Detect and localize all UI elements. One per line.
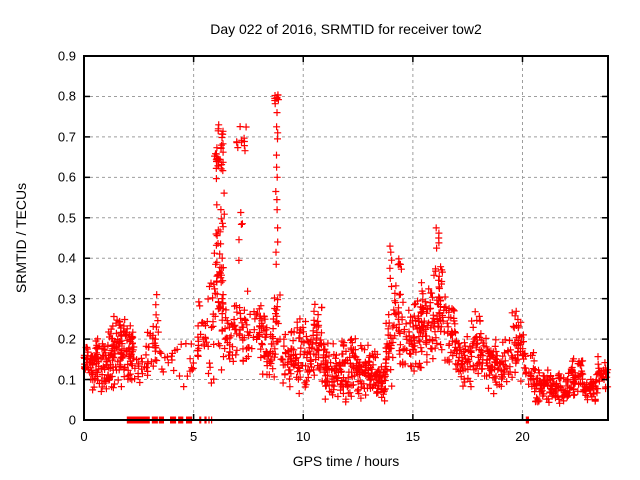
y-tick-label: 0.2: [57, 331, 76, 347]
y-tick-label: 0.9: [57, 48, 76, 64]
y-tick-label: 0: [68, 412, 76, 428]
y-tick-label: 0.8: [57, 88, 76, 104]
x-tick-label: 0: [80, 429, 88, 444]
y-tick-label: 0.7: [57, 129, 76, 145]
x-tick-label: 10: [296, 429, 311, 444]
x-tick-label: 15: [405, 429, 421, 444]
y-tick-label: 0.3: [57, 291, 76, 307]
x-axis-label: GPS time / hours: [292, 453, 400, 469]
y-tick-label: 0.4: [57, 250, 76, 266]
x-tick-label: 20: [515, 429, 530, 444]
y-tick-label: 0.5: [57, 210, 76, 226]
x-tick-label: 5: [189, 429, 198, 444]
chart-title: Day 022 of 2016, SRMTID for receiver tow…: [210, 21, 482, 37]
y-axis-label: SRMTID / TECUs: [13, 182, 29, 294]
y-tick-label: 0.6: [57, 169, 76, 185]
y-tick-label: 0.1: [57, 372, 76, 388]
